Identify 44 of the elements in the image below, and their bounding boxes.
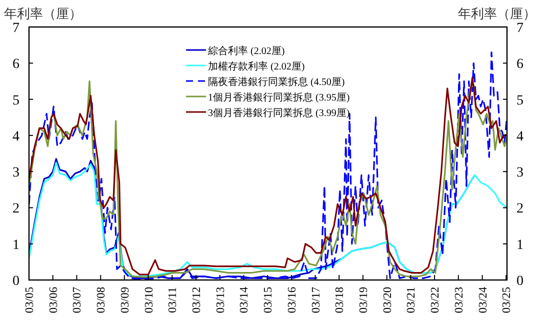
y-tick-label: 2 [12,202,20,217]
y2-tick-label: 1 [516,238,524,253]
x-tick-label: 03/06 [48,286,60,314]
y-tick-label: 1 [12,238,20,253]
y2-axis-title: 年利率（厘） [458,6,536,21]
x-tick-label: 03/18 [334,286,346,314]
x-tick-label: 03/15 [262,286,275,314]
legend-label: 隔夜香港銀行同業拆息 (4.50厘) [208,76,345,88]
x-tick-label: 03/25 [501,286,514,314]
x-tick-label: 03/22 [430,286,442,314]
x-tick-label: 03/21 [406,286,418,314]
y-tick-label: 7 [12,21,20,36]
y2-tick-label: 6 [516,57,524,72]
y2-tick-label: 5 [516,93,524,108]
x-tick-label: 03/19 [358,286,370,314]
y2-tick-label: 0 [516,274,524,289]
y2-tick-label: 4 [516,129,524,144]
x-tick-label: 03/08 [96,286,108,314]
x-tick-label: 03/09 [119,286,132,314]
y-tick-label: 3 [12,166,20,181]
x-tick-label: 03/11 [167,286,180,313]
y-tick-label: 4 [12,129,20,144]
legend-label: 加權存款利率 (2.02厘) [208,60,305,72]
x-tick-label: 03/24 [477,286,490,314]
x-tick-label: 03/12 [191,286,204,314]
legend-label: 綜合利率 (2.02厘) [207,45,285,57]
x-tick-label: 03/20 [382,286,394,314]
y2-tick-label: 2 [516,202,524,217]
y-tick-label: 6 [12,57,20,72]
y-axis-title: 年利率（厘） [4,6,82,21]
y2-tick-label: 3 [516,166,524,181]
legend-label: 1個月香港銀行同業拆息 (3.95厘) [208,92,350,104]
y2-tick-label: 7 [516,21,524,36]
x-tick-label: 03/16 [286,286,298,314]
x-tick-label: 03/10 [143,286,156,314]
x-tick-label: 03/23 [453,286,466,314]
y-tick-label: 5 [12,93,20,108]
x-tick-label: 03/13 [214,286,227,314]
x-tick-label: 03/17 [310,286,322,314]
x-tick-label: 03/14 [238,286,251,314]
x-tick-label: 03/05 [24,286,36,314]
x-tick-label: 03/07 [72,286,84,314]
y-tick-label: 0 [12,274,20,289]
legend-label: 3個月香港銀行同業拆息 (3.99厘) [208,107,350,119]
